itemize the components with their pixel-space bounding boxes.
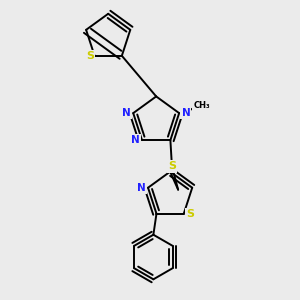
Text: S: S bbox=[187, 209, 195, 219]
Text: S: S bbox=[86, 51, 94, 61]
Text: N: N bbox=[131, 135, 140, 145]
Text: N: N bbox=[122, 108, 131, 118]
Text: N: N bbox=[137, 183, 146, 193]
Text: N: N bbox=[182, 108, 190, 118]
Text: CH₃: CH₃ bbox=[193, 101, 210, 110]
Text: S: S bbox=[168, 161, 176, 171]
